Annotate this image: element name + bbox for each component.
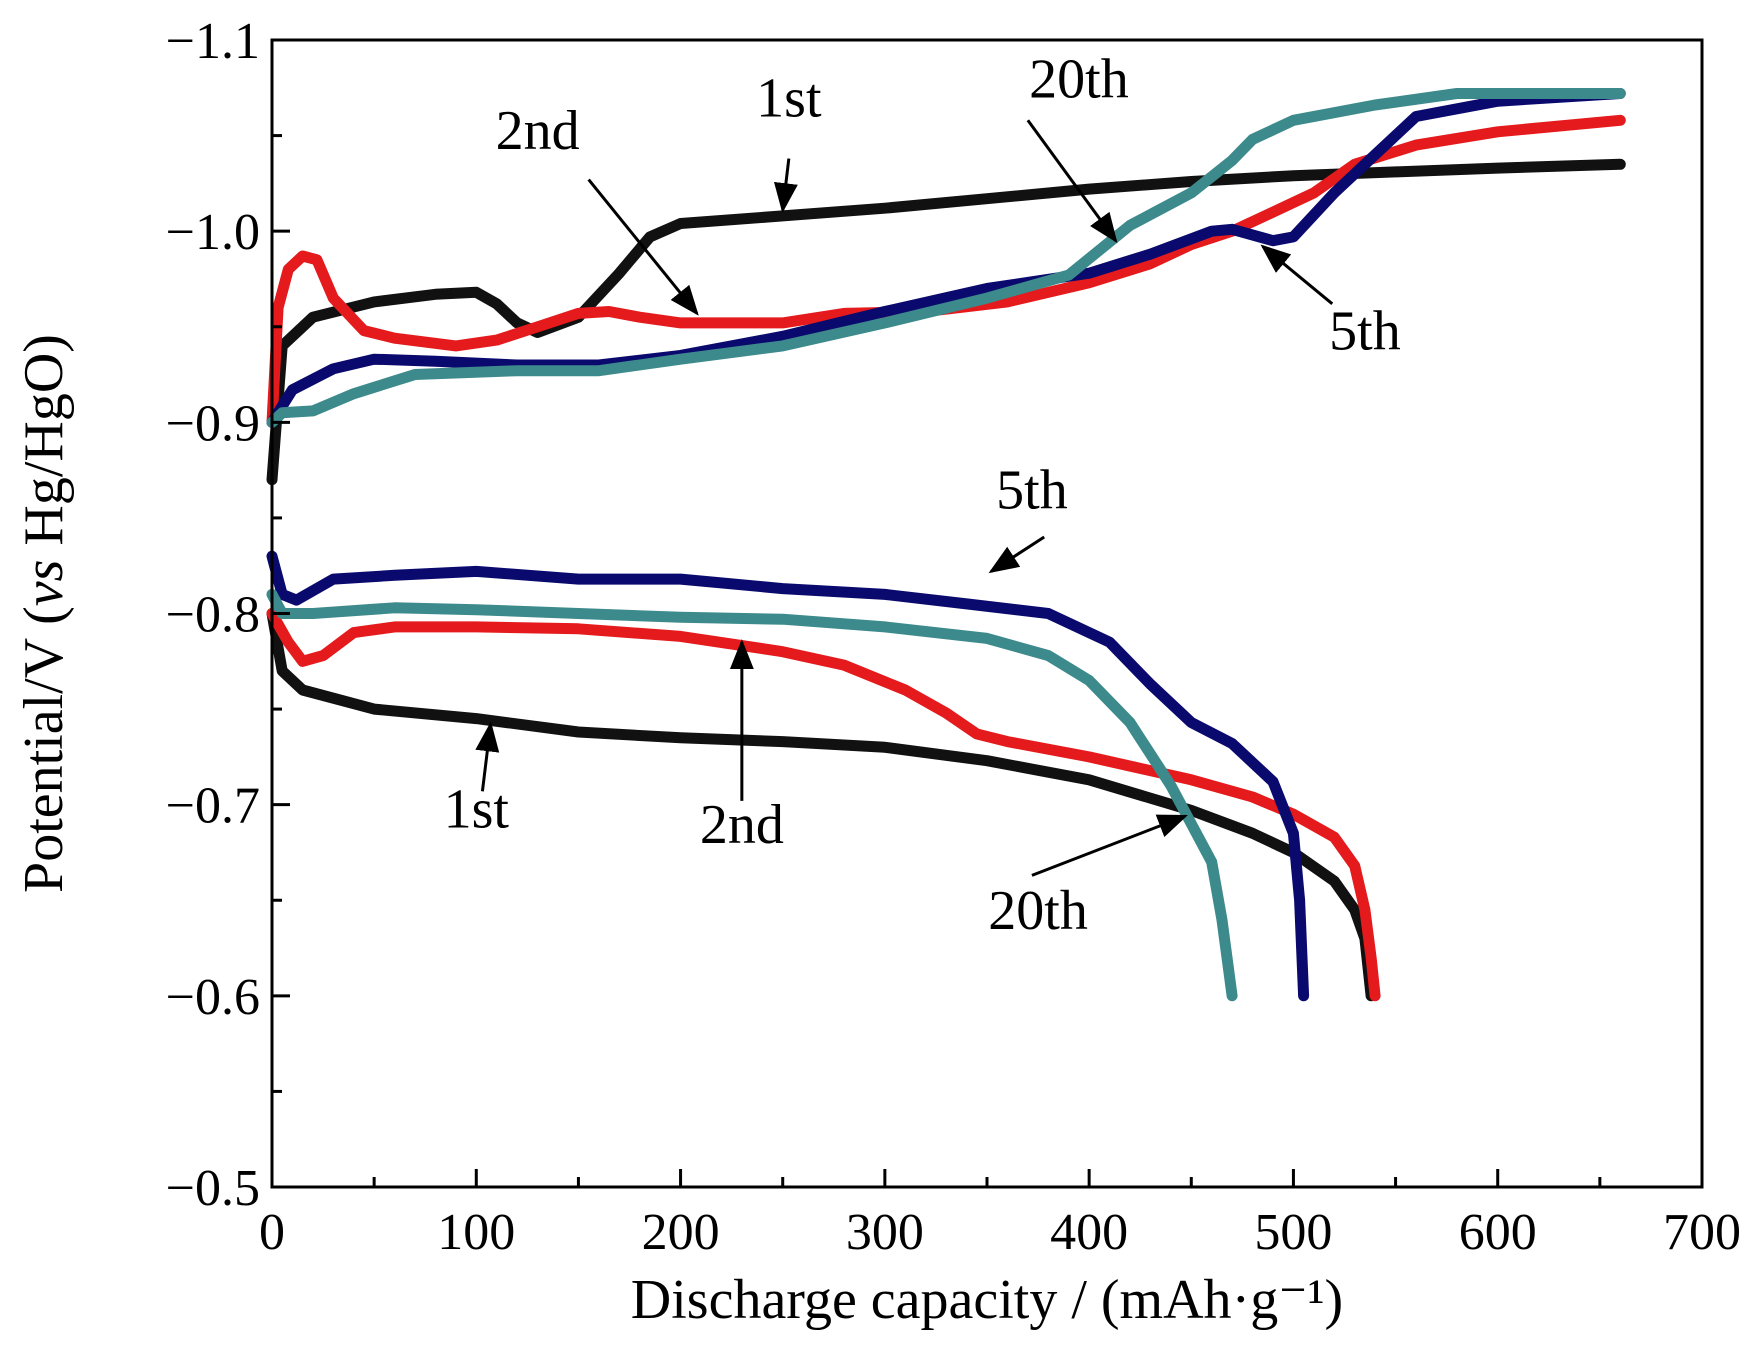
x-tick-label: 200 bbox=[642, 1204, 720, 1261]
y-axis-title-italic: vs bbox=[13, 560, 75, 607]
annotation-layer: 1st 2nd 20th 5th 5th 2nd 1st 20th bbox=[444, 48, 1401, 942]
y-tick-label: −0.7 bbox=[166, 778, 260, 835]
series-2nd-charge-line bbox=[266, 114, 1626, 428]
annotation-arrow bbox=[1260, 244, 1334, 305]
series-20th-discharge-line bbox=[266, 588, 1238, 1002]
y-axis-title-tail: Hg/HgO) bbox=[13, 334, 75, 560]
x-tick-label: 300 bbox=[846, 1204, 924, 1261]
series-2nd-discharge-line bbox=[266, 608, 1381, 1002]
annotation-label: 2nd bbox=[700, 794, 784, 856]
series-layer bbox=[266, 88, 1626, 1002]
y-axis-title-main: Potential/V ( bbox=[13, 606, 75, 893]
annotation-arrow bbox=[587, 178, 699, 316]
annotation-arrow bbox=[1026, 119, 1118, 244]
annotation-label: 2nd bbox=[496, 100, 580, 162]
tick-layer: 0 100 200 300 400 500 600 700 −1.1 −1.0 −0.9 −0.8 −0… bbox=[166, 13, 1741, 1261]
x-tick-label: 700 bbox=[1663, 1204, 1741, 1261]
annotation-label: 20th bbox=[1029, 48, 1129, 110]
x-tick-label: 100 bbox=[437, 1204, 515, 1261]
x-axis-title: Discharge capacity / (mAh·g⁻¹) bbox=[631, 1269, 1343, 1331]
annotation-label: 5th bbox=[1329, 301, 1401, 363]
annotation-label: 20th bbox=[988, 880, 1088, 942]
x-tick-label: 600 bbox=[1459, 1204, 1537, 1261]
x-tick-label: 0 bbox=[259, 1204, 285, 1261]
y-tick-label: −0.6 bbox=[166, 969, 260, 1026]
annotation-arrow bbox=[988, 535, 1046, 574]
annotation-arrow bbox=[773, 158, 798, 214]
annotation-label: 1st bbox=[444, 779, 510, 841]
y-tick-label: −0.9 bbox=[166, 395, 260, 452]
annotation-arrow bbox=[475, 721, 500, 792]
y-tick-label: −1.0 bbox=[166, 204, 260, 261]
annotation-arrow bbox=[1031, 814, 1188, 877]
y-axis-title: Potential/V (vs Hg/HgO) bbox=[13, 334, 75, 893]
x-tick-label: 500 bbox=[1254, 1204, 1332, 1261]
x-tick-label: 400 bbox=[1050, 1204, 1128, 1261]
y-tick-label: −1.1 bbox=[166, 13, 260, 70]
series-1st-charge-line bbox=[266, 158, 1626, 486]
y-tick-label: −0.5 bbox=[166, 1160, 260, 1217]
series-1st-discharge-line bbox=[266, 608, 1377, 1002]
series-5th-discharge-line bbox=[266, 550, 1310, 1002]
annotation-label: 5th bbox=[996, 459, 1068, 521]
series-20th-charge-line bbox=[266, 88, 1626, 428]
annotation-label: 1st bbox=[756, 67, 822, 129]
y-tick-label: −0.8 bbox=[166, 587, 260, 644]
